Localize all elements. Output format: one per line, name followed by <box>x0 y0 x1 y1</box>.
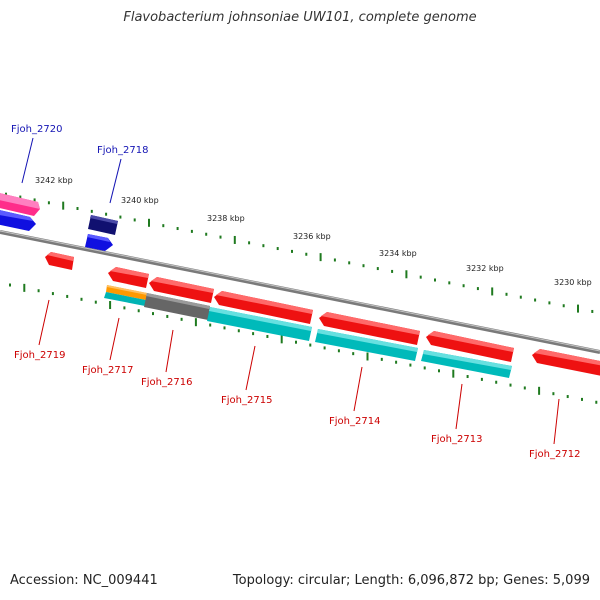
gene-label[interactable]: Fjoh_2717 <box>82 365 133 376</box>
scale-label: 3242 kbp <box>35 176 73 185</box>
leader-line <box>245 345 256 391</box>
scale-label: 3240 kbp <box>121 196 159 205</box>
label-leader-lines <box>21 137 560 445</box>
gene-label[interactable]: Fjoh_2718 <box>97 145 148 156</box>
scale-label: 3236 kbp <box>293 232 331 241</box>
gene-fjoh-2713-cds-feature[interactable] <box>421 350 512 378</box>
gene-label[interactable]: Fjoh_2715 <box>221 395 272 406</box>
gene-fjoh-2720-cds-feature[interactable] <box>0 209 36 231</box>
gene-fjoh-2715-feature[interactable] <box>214 291 313 324</box>
leader-line <box>109 158 122 204</box>
gene-fjoh-2713-feature[interactable] <box>426 331 514 362</box>
leader-line <box>353 366 363 412</box>
leader-line <box>21 137 34 184</box>
genome-backbone <box>0 230 600 354</box>
upper-tick-track <box>5 192 594 313</box>
scale-label: 3238 kbp <box>207 214 245 223</box>
leader-line <box>553 398 560 445</box>
lower-tick-track <box>9 283 598 404</box>
gene-label[interactable]: Fjoh_2714 <box>329 416 380 427</box>
scale-label: 3234 kbp <box>379 249 417 258</box>
gene-label[interactable]: Fjoh_2719 <box>14 350 65 361</box>
gene-label[interactable]: Fjoh_2720 <box>11 124 62 135</box>
gene-fjoh-2712-feature[interactable] <box>532 349 600 376</box>
scale-label: 3230 kbp <box>554 278 592 287</box>
leader-line <box>38 299 50 346</box>
gene-fjoh-2719-feature[interactable] <box>45 252 74 270</box>
gene-fjoh-2717-cds-cyan[interactable] <box>104 292 146 306</box>
gene-label[interactable]: Fjoh_2713 <box>431 434 482 445</box>
gene-fjoh-2718-feature[interactable] <box>88 215 118 235</box>
leader-line <box>455 383 463 430</box>
gene-fjoh-2720-feature[interactable] <box>0 192 40 216</box>
leader-line <box>109 317 120 361</box>
scale-label: 3232 kbp <box>466 264 504 273</box>
genome-summary-text: Topology: circular; Length: 6,096,872 bp… <box>232 573 590 588</box>
accession-text: Accession: NC_009441 <box>10 573 158 588</box>
gene-fjoh-2714-feature[interactable] <box>319 312 420 345</box>
map-title: Flavobacterium johnsoniae UW101, complet… <box>123 10 477 25</box>
gene-fjoh-2717-cds-orange[interactable] <box>106 285 147 300</box>
gene-label[interactable]: Fjoh_2712 <box>529 449 580 460</box>
gene-fjoh-2716-feature[interactable] <box>149 277 214 303</box>
gene-fjoh-2715-cds-feature[interactable] <box>207 307 312 341</box>
gene-fjoh-2718-cds-feature[interactable] <box>85 234 113 251</box>
gene-labels: Fjoh_2720 Fjoh_2718 Fjoh_2719 Fjoh_2717 Fjoh… <box>11 124 580 460</box>
gene-fjoh-2717-feature[interactable] <box>108 267 149 288</box>
gene-label[interactable]: Fjoh_2716 <box>141 377 192 388</box>
gene-fjoh-2714-cds-feature[interactable] <box>315 329 418 361</box>
scale-labels: 3242 kbp 3240 kbp 3238 kbp 3236 kbp 3234 kbp… <box>35 176 592 287</box>
genome-backbone-highlight <box>0 230 600 352</box>
leader-line <box>165 329 174 373</box>
gene-fjoh-2716-cds-feature[interactable] <box>144 293 210 320</box>
